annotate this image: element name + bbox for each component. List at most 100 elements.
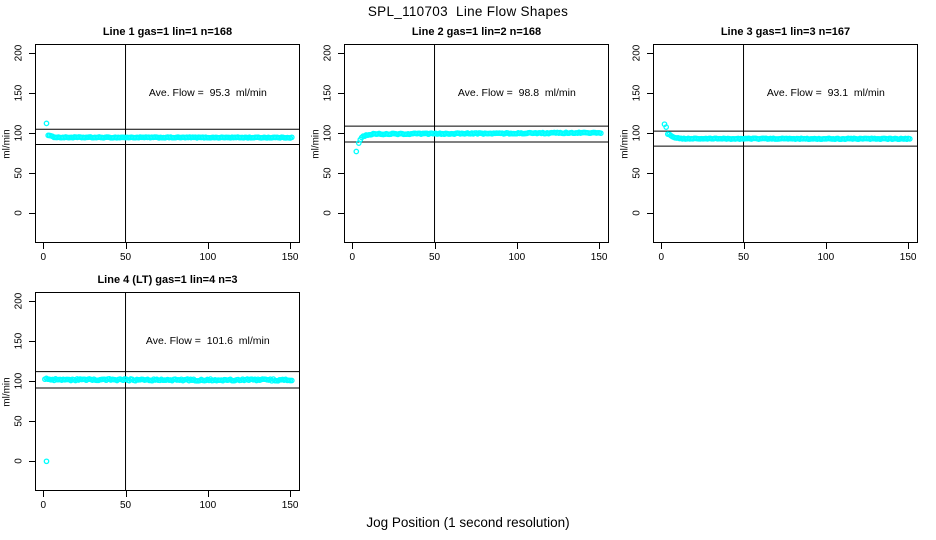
y-tickmark [338,213,344,215]
x-tick-label: 150 [899,252,917,263]
x-tick-label: 0 [40,500,46,511]
data-series [42,375,295,465]
y-tick-label: 50 [13,167,25,179]
average-flow-annotation: Ave. Flow = 95.3 ml/min [148,86,267,99]
data-point [43,458,50,465]
subplot-title: Line 1 gas=1 lin=1 n=168 [102,26,233,38]
y-tick-label: 50 [631,167,643,179]
x-tickmark [207,243,209,249]
x-tickmark [43,243,45,249]
y-tickmark [338,133,344,135]
y-tick-label: 200 [13,44,25,62]
y-tick-label: 0 [322,210,334,217]
y-tickmark [338,92,344,94]
x-tickmark [516,243,518,249]
data-point [597,130,604,137]
x-tickmark [207,491,209,497]
x-tickmark [125,243,127,249]
y-tick-label: 0 [13,210,25,217]
x-tickmark [743,243,745,249]
y-tick-label: 150 [322,84,334,102]
x-tickmark [352,243,354,249]
y-tickmark [647,92,653,94]
y-tickmark [29,381,35,383]
subplot-title: Line 3 gas=1 lin=3 n=167 [720,26,851,38]
y-axis-title: ml/min [1,376,13,407]
y-tickmark [29,173,35,175]
plot-area [35,292,300,491]
y-tickmark [29,340,35,342]
data-series [353,129,604,155]
subplot-line-1: Line 1 gas=1 lin=1 n=168 Ave. Flow = 95.3… [0,20,312,268]
x-tick-label: 100 [199,252,217,263]
x-tickmark [290,491,292,497]
y-tickmark [647,133,653,135]
x-tick-label: 0 [658,252,664,263]
y-tick-label: 50 [13,415,25,427]
average-flow-annotation: Ave. Flow = 93.1 ml/min [766,86,885,99]
y-tick-label: 200 [631,44,643,62]
data-point [353,148,360,155]
x-tick-label: 150 [281,500,299,511]
y-tickmark [29,133,35,135]
x-tick-label: 150 [590,252,608,263]
x-tickmark [43,491,45,497]
x-tick-label: 0 [40,252,46,263]
x-tick-label: 150 [281,252,299,263]
y-tick-label: 0 [631,210,643,217]
plot-frame [653,44,918,243]
subplot-line-4: Line 4 (LT) gas=1 lin=4 n=3 Ave. Flow = 1… [0,268,312,516]
y-tick-label: 200 [13,292,25,310]
y-tick-label: 150 [13,84,25,102]
y-tick-label: 200 [322,44,334,62]
x-tickmark [825,243,827,249]
x-tickmark [290,243,292,249]
y-tick-label: 100 [322,124,334,142]
y-tick-label: 150 [631,84,643,102]
data-series [43,120,295,141]
plot-frame [344,44,609,243]
data-series [661,121,913,143]
y-tick-label: 100 [13,124,25,142]
data-point [288,134,295,141]
y-tick-label: 100 [631,124,643,142]
plot-area [653,44,918,243]
x-tick-label: 50 [119,500,132,511]
x-tickmark [125,491,127,497]
y-tickmark [29,421,35,423]
data-point [43,120,50,127]
x-tick-label: 100 [508,252,526,263]
y-tickmark [647,52,653,54]
average-flow-annotation: Ave. Flow = 101.6 ml/min [145,334,270,347]
x-tick-label: 50 [119,252,132,263]
x-tickmark [434,243,436,249]
x-axis-label: Jog Position (1 second resolution) [366,515,570,530]
plot-area [344,44,609,243]
y-tickmark [29,461,35,463]
y-tickmark [647,213,653,215]
y-axis-title: ml/min [1,128,13,159]
x-tickmark [661,243,663,249]
y-tickmark [29,213,35,215]
x-tick-label: 50 [428,252,441,263]
subplot-line-3: Line 3 gas=1 lin=3 n=167 Ave. Flow = 93.1… [618,20,930,268]
y-tick-label: 0 [13,458,25,465]
data-point [288,377,295,384]
x-tick-label: 0 [349,252,355,263]
y-tick-label: 100 [13,372,25,390]
y-tickmark [29,92,35,94]
plot-frame [35,292,300,491]
data-point [663,124,670,130]
x-tickmark [908,243,910,249]
plot-area [35,44,300,243]
y-tick-label: 150 [13,332,25,350]
subplot-title: Line 2 gas=1 lin=2 n=168 [411,26,542,38]
y-tickmark [647,173,653,175]
x-tick-label: 50 [737,252,750,263]
x-tickmark [599,243,601,249]
subplot-title: Line 4 (LT) gas=1 lin=4 n=3 [97,274,238,286]
y-tickmark [29,52,35,54]
x-tick-label: 100 [199,500,217,511]
main-title: SPL_110703 Line Flow Shapes [367,4,569,19]
y-axis-title: ml/min [310,128,322,159]
